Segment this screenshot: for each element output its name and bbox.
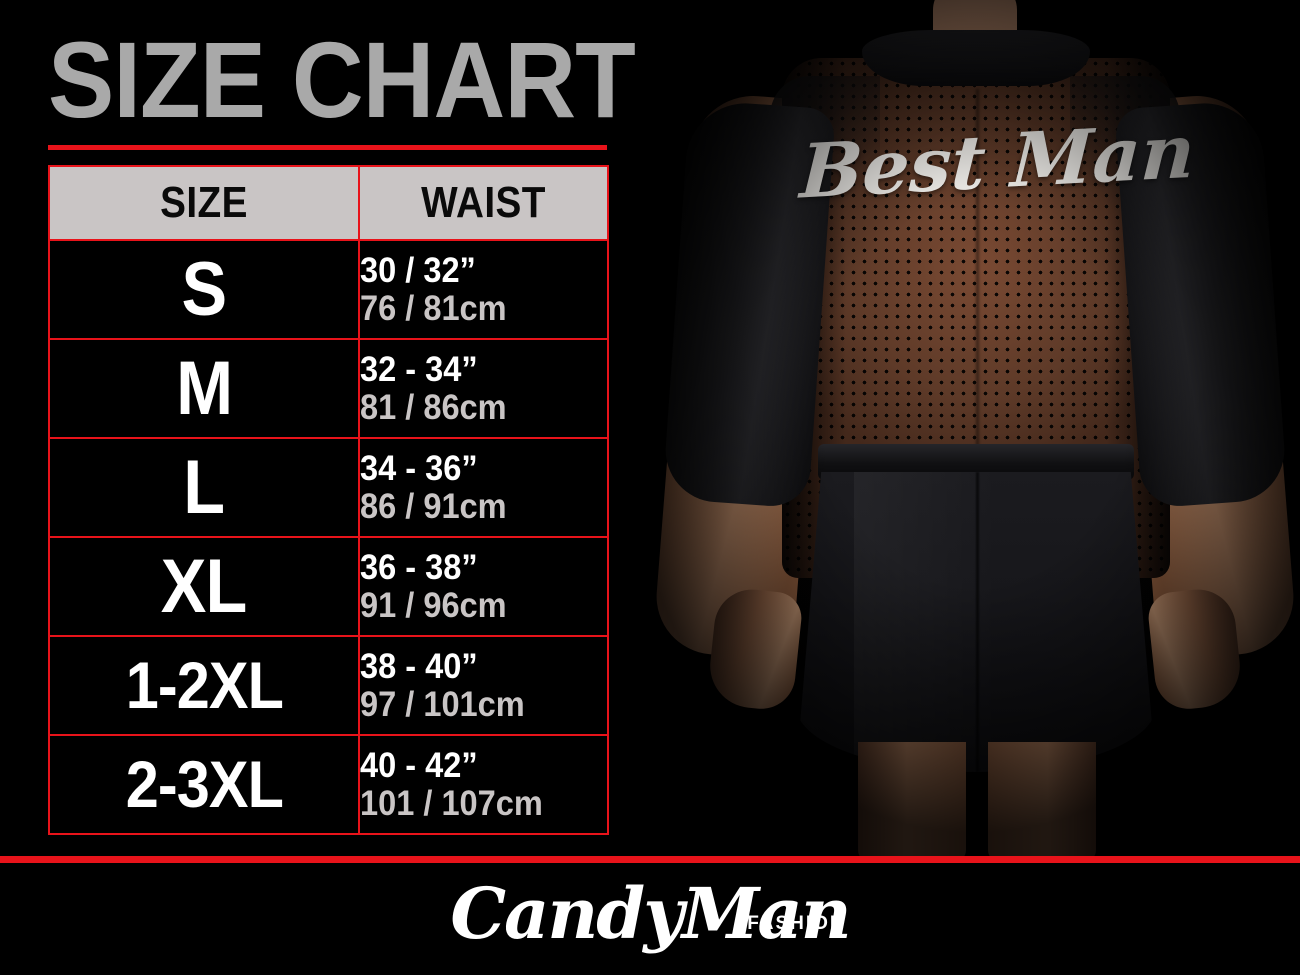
- table-row: L 34 - 36” 86 / 91cm: [48, 437, 609, 538]
- model-leg-right: [988, 742, 1096, 858]
- black-skirt: [796, 472, 1156, 772]
- size-label: S: [181, 246, 228, 332]
- table-row: 1-2XL 38 - 40” 97 / 101cm: [48, 635, 609, 736]
- size-label: M: [175, 345, 233, 431]
- column-header-size: SIZE: [66, 165, 342, 241]
- size-label-cell: 2-3XL: [48, 734, 360, 835]
- waist-value-cell: 36 - 38” 91 / 96cm: [358, 536, 609, 637]
- title-divider: [48, 145, 607, 150]
- brand-logo-wrap: CandyMan FASHION: [0, 877, 1300, 951]
- waist-cm: 91 / 96cm: [360, 585, 507, 625]
- size-label-cell: M: [48, 338, 360, 439]
- garment-print-text: Best Man: [797, 108, 1197, 216]
- waist-cm: 76 / 81cm: [360, 288, 507, 328]
- size-label: XL: [161, 543, 248, 629]
- size-label: L: [183, 444, 226, 530]
- size-label-cell: 1-2XL: [48, 635, 360, 736]
- waist-inches: 40 - 42”: [360, 746, 478, 786]
- table-row: 2-3XL 40 - 42” 101 / 107cm: [48, 734, 609, 835]
- table-row: M 32 - 34” 81 / 86cm: [48, 338, 609, 439]
- skirt-center-seam: [976, 472, 979, 772]
- brand-tagline: FASHION: [747, 913, 846, 934]
- waist-value-cell: 40 - 42” 101 / 107cm: [358, 734, 609, 835]
- waist-value-cell: 30 / 32” 76 / 81cm: [358, 239, 609, 340]
- waist-cm: 81 / 86cm: [360, 387, 507, 427]
- waist-cm: 101 / 107cm: [360, 783, 543, 823]
- waist-cm: 86 / 91cm: [360, 486, 507, 526]
- size-label: 1-2XL: [125, 648, 283, 723]
- model-leg-left: [858, 742, 966, 858]
- column-header-waist: WAIST: [373, 165, 594, 241]
- waist-value-cell: 34 - 36” 86 / 91cm: [358, 437, 609, 538]
- product-photo: Best Man: [650, 0, 1300, 858]
- model-hand-left: [706, 585, 804, 713]
- waist-inches: 36 - 38”: [360, 548, 478, 588]
- footer-bar: CandyMan FASHION: [0, 863, 1300, 975]
- waist-cm: 97 / 101cm: [360, 684, 525, 724]
- size-chart-panel: SIZE CHART SIZE WAIST S 30 / 32” 76 / 81…: [0, 0, 650, 858]
- size-label-cell: S: [48, 239, 360, 340]
- waist-value-cell: 38 - 40” 97 / 101cm: [358, 635, 609, 736]
- waist-value-cell: 32 - 34” 81 / 86cm: [358, 338, 609, 439]
- table-row: XL 36 - 38” 91 / 96cm: [48, 536, 609, 637]
- waist-inches: 30 / 32”: [360, 251, 476, 291]
- page-title: SIZE CHART: [48, 19, 636, 140]
- size-label-cell: XL: [48, 536, 360, 637]
- table-row: S 30 / 32” 76 / 81cm: [48, 239, 609, 340]
- brand-name: CandyMan: [450, 872, 851, 955]
- size-label: 2-3XL: [125, 747, 283, 822]
- table-header-row: SIZE WAIST: [49, 165, 608, 241]
- size-table: SIZE WAIST S 30 / 32” 76 / 81cm M 32 - 3…: [48, 165, 609, 835]
- waist-inches: 38 - 40”: [360, 647, 478, 687]
- size-label-cell: L: [48, 437, 360, 538]
- footer-divider: [0, 856, 1300, 863]
- waist-inches: 34 - 36”: [360, 449, 478, 489]
- brand-logo: CandyMan FASHION: [450, 877, 851, 951]
- waist-inches: 32 - 34”: [360, 350, 478, 390]
- shirt-collar: [862, 30, 1090, 86]
